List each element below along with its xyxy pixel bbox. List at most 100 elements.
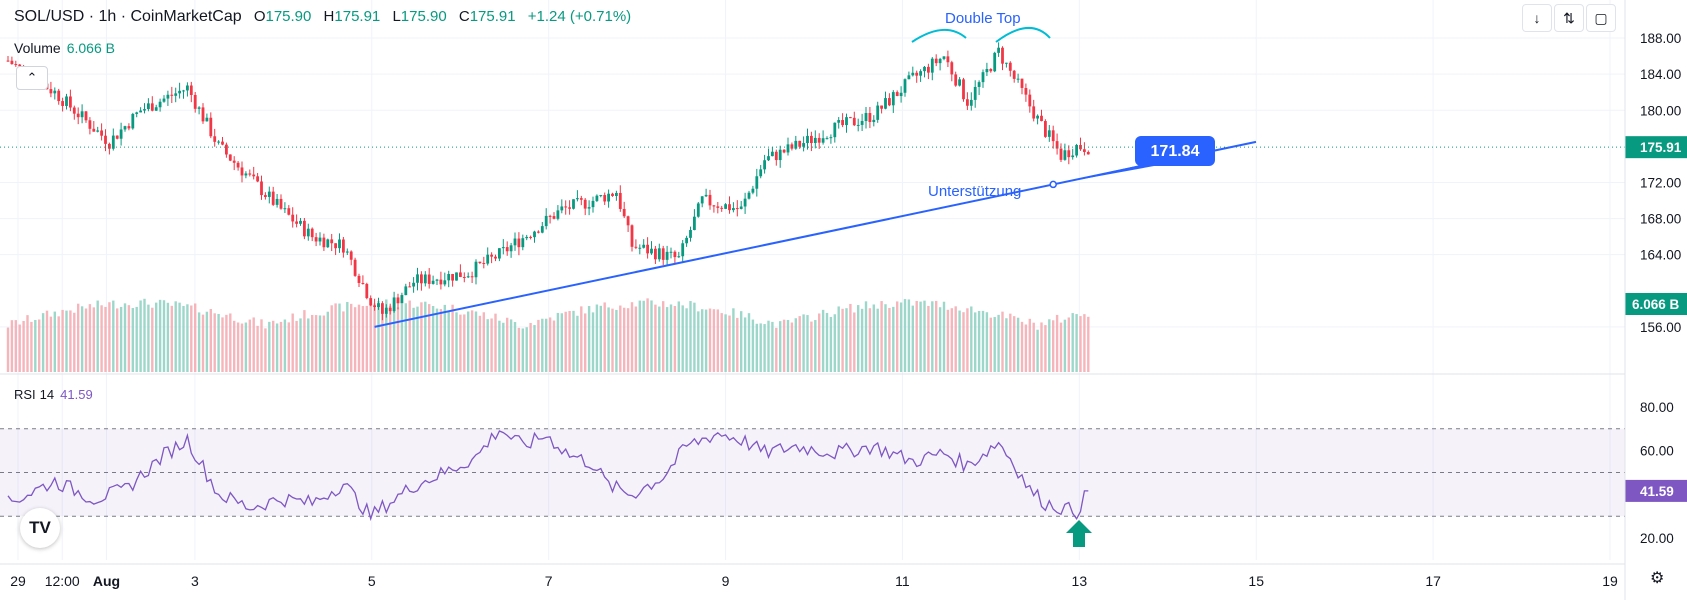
candle-body [880, 105, 883, 109]
candle-body [310, 228, 314, 238]
candle-body [907, 75, 911, 80]
volume-bar [494, 313, 497, 372]
volume-bar [829, 316, 833, 372]
candle-body [1059, 148, 1063, 160]
rsi-legend: RSI 14 41.59 [14, 387, 93, 402]
volume-bar [283, 319, 287, 372]
price-tick-label: 164.00 [1640, 248, 1681, 263]
volume-bar [431, 305, 435, 372]
candle-body [509, 245, 513, 252]
candle-body [76, 113, 80, 118]
candle-body [864, 113, 868, 121]
volume-bar [1009, 313, 1012, 372]
candle-body [404, 286, 408, 296]
candle-body [61, 101, 64, 106]
volume-bar [899, 302, 903, 372]
volume-bar [41, 313, 45, 372]
candle-body [1083, 149, 1086, 152]
volume-bar [248, 319, 251, 372]
candle-body [326, 239, 330, 248]
trendline-value-label: 171.84 [1151, 143, 1200, 160]
volume-bar [880, 301, 883, 372]
candle-body [170, 94, 174, 96]
volume-bar [841, 308, 844, 372]
volume-bar [381, 305, 384, 372]
candle-body [1071, 155, 1075, 158]
candle-body [396, 297, 400, 304]
candle-body [431, 280, 435, 284]
volume-bar [57, 316, 60, 372]
gear-icon[interactable]: ⚙ [1650, 570, 1665, 587]
volume-bar [1001, 311, 1004, 372]
volume-bar [701, 309, 704, 372]
candle-body [903, 79, 907, 93]
volume-bar [186, 304, 189, 372]
download-button[interactable]: ↓ [1522, 4, 1552, 32]
volume-bar [135, 306, 138, 372]
volume-bar [825, 312, 829, 372]
volume-bar [615, 309, 618, 372]
volume-bar [1044, 325, 1047, 372]
last-price-label: 175.91 [1640, 140, 1682, 155]
hide-legend-button[interactable]: ⌃ [16, 66, 48, 90]
volume-bar [989, 317, 992, 372]
candle-body [513, 238, 517, 246]
collapse-button[interactable]: ⇅ [1554, 4, 1584, 32]
candle-body [264, 195, 267, 197]
volume-bar [1048, 319, 1051, 372]
candle-body [182, 90, 185, 92]
candle-body [942, 56, 946, 59]
volume-bar [1028, 318, 1031, 372]
volume-bar [291, 313, 294, 372]
volume-bar [1032, 322, 1035, 372]
volume-bar [872, 304, 875, 372]
volume-bar [1005, 318, 1008, 372]
candle-body [704, 194, 708, 197]
volume-bar [84, 308, 88, 372]
volume-bar [724, 314, 727, 372]
volume-bar [314, 315, 318, 372]
candle-body [677, 256, 681, 258]
candle-body [49, 89, 53, 94]
fullscreen-button[interactable]: ▢ [1586, 4, 1616, 32]
volume-bar [10, 320, 14, 372]
candle-body [14, 64, 18, 66]
candle-body [642, 244, 646, 248]
volume-bar [548, 317, 552, 372]
volume-bar [1020, 321, 1024, 372]
candle-body [369, 298, 373, 306]
candle-body [759, 169, 763, 177]
candle-body [357, 275, 361, 283]
volume-bar [287, 322, 290, 372]
candle-body [119, 129, 123, 139]
volume-bar [260, 319, 263, 372]
candle-body [989, 69, 993, 72]
candle-body [1028, 94, 1032, 107]
volume-bar [509, 319, 513, 372]
volume-bar [927, 305, 930, 372]
candle-body [100, 130, 103, 136]
volume-bar [634, 306, 638, 372]
volume-bar [946, 309, 950, 372]
volume-bar [478, 315, 482, 372]
volume-bar [178, 302, 181, 372]
volume-bar [108, 302, 111, 372]
candle-body [1020, 78, 1024, 88]
candle-body [147, 103, 150, 110]
time-tick-label: 29 [10, 573, 26, 589]
candle-body [927, 66, 930, 73]
candle-body [790, 144, 794, 149]
volume-bar [747, 313, 751, 372]
tradingview-logo-icon[interactable]: TV [20, 508, 60, 548]
candle-body [654, 248, 657, 260]
volume-bar [158, 299, 162, 372]
candle-body [139, 110, 142, 113]
high-value: 175.91 [334, 8, 381, 25]
candle-body [891, 92, 895, 106]
volume-bar [623, 307, 626, 372]
candle-body [841, 120, 844, 126]
candle-body [486, 254, 490, 264]
volume-bar [459, 314, 462, 372]
volume-bar [798, 316, 801, 372]
